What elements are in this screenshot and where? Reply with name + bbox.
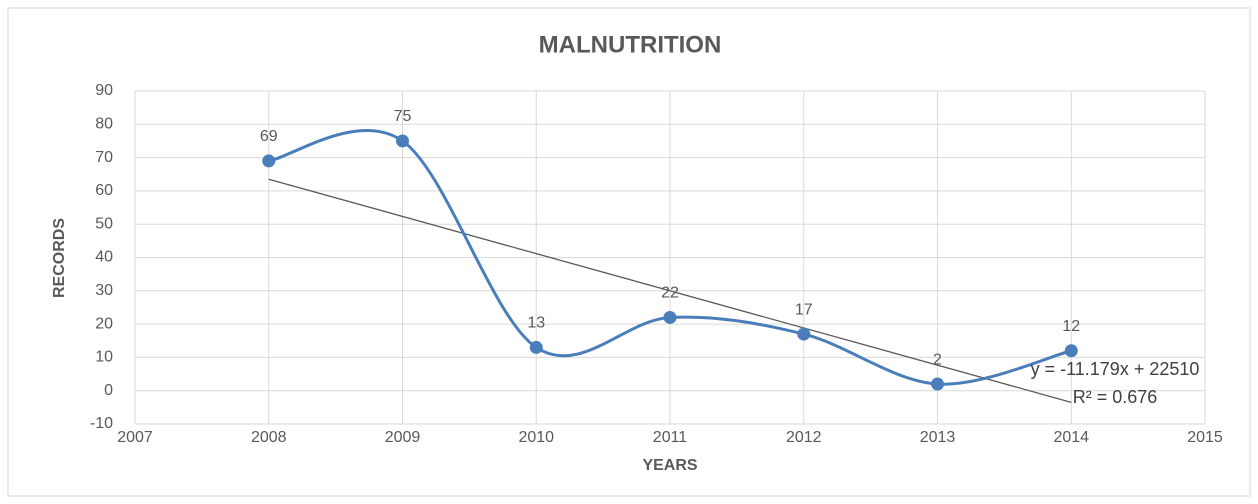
data-label: 12 <box>1062 318 1080 335</box>
y-tick-label: 40 <box>95 249 113 266</box>
x-tick-label: 2013 <box>920 429 956 446</box>
y-tick-label: 30 <box>95 282 113 299</box>
data-point <box>797 327 811 341</box>
y-tick-label: 20 <box>95 315 113 332</box>
x-tick-label: 2010 <box>518 429 554 446</box>
data-point <box>262 154 276 168</box>
x-tick-label: 2011 <box>653 429 688 446</box>
data-label: 69 <box>260 128 278 145</box>
x-tick-label: 2008 <box>251 429 287 446</box>
y-tick-label: 70 <box>95 149 113 166</box>
data-label: 2 <box>933 351 942 368</box>
y-tick-label: 50 <box>95 215 113 232</box>
x-tick-label: 2009 <box>385 429 421 446</box>
y-tick-label: 10 <box>95 349 113 366</box>
x-axis-label: YEARS <box>642 457 697 474</box>
trendline-r2: R² = 0.676 <box>1073 387 1158 407</box>
y-tick-label: 90 <box>95 82 113 99</box>
y-axis-label: RECORDS <box>51 218 68 298</box>
chart-title: MALNUTRITION <box>539 31 722 58</box>
trendline-equation: y = -11.179x + 22510 <box>1031 359 1200 379</box>
x-tick-label: 2014 <box>1053 429 1089 446</box>
x-tick-label: 2007 <box>117 429 153 446</box>
data-label: 75 <box>394 108 412 125</box>
chart-border <box>7 7 1251 497</box>
data-label: 22 <box>661 285 679 302</box>
trendline <box>268 178 1072 403</box>
data-label: 17 <box>795 301 813 318</box>
y-tick-label: 80 <box>95 116 113 133</box>
x-tick-label: 2012 <box>786 429 822 446</box>
data-point <box>1064 344 1078 358</box>
data-point <box>396 134 409 148</box>
data-label: 13 <box>527 315 545 332</box>
data-point <box>663 310 677 324</box>
data-point <box>931 377 944 391</box>
y-tick-label: -10 <box>90 415 113 432</box>
y-tick-label: 0 <box>104 382 113 399</box>
x-tick-label: 2015 <box>1187 429 1223 446</box>
y-tick-label: 60 <box>95 182 113 199</box>
data-point <box>529 340 543 354</box>
